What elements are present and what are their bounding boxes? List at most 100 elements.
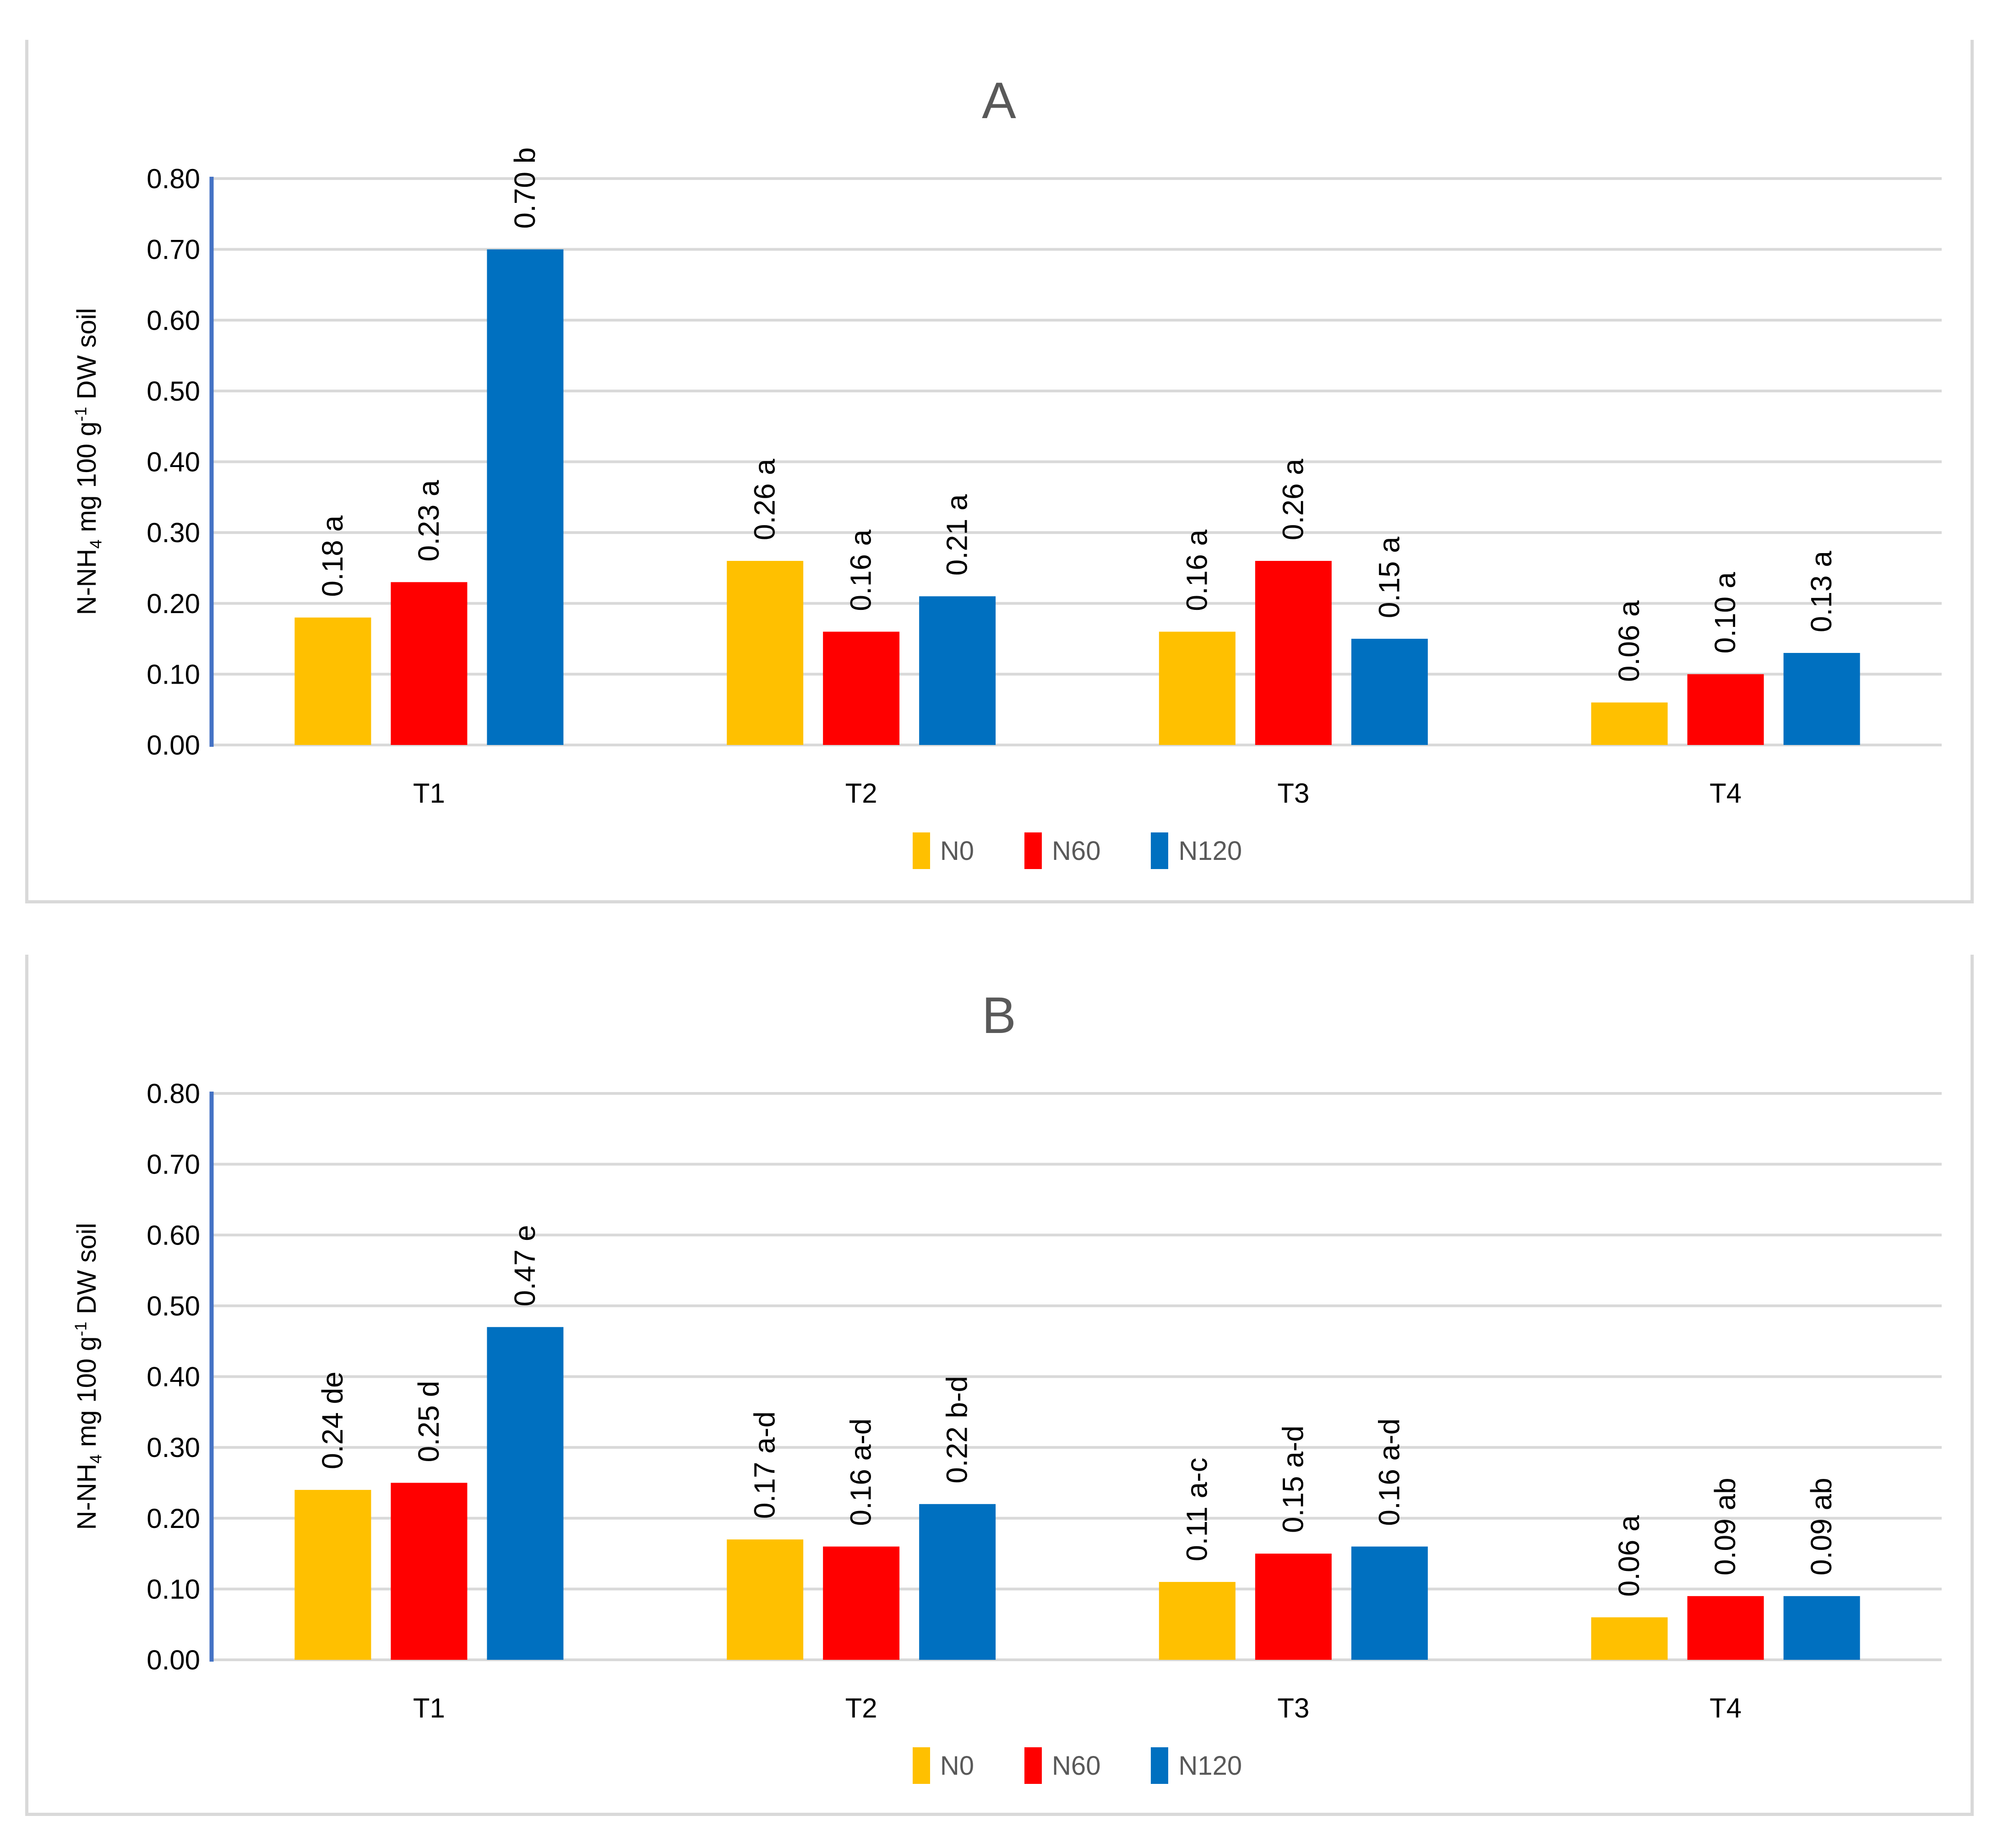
legend-item-N0: N0 (912, 1747, 975, 1784)
panel-b-legend: N0 N60 N120 (213, 1747, 1942, 1784)
bar-B-T1-N60 (391, 1483, 468, 1660)
legend-swatch (1151, 1747, 1169, 1784)
x-category-label: T3 (1277, 1693, 1309, 1723)
bar-A-T3-N60 (1255, 560, 1332, 745)
bar-value-label: 0.15 a (1372, 537, 1405, 618)
legend-item-N0: N0 (912, 832, 975, 869)
legend-label: N0 (940, 836, 975, 866)
x-category-label: T4 (1709, 1693, 1742, 1723)
bar-B-T2-N60 (823, 1546, 900, 1660)
y-tick-label: 0.80 (147, 1078, 200, 1109)
bar-value-label: 0.18 a (316, 515, 349, 597)
bar-value-label: 0.15 a-d (1276, 1425, 1309, 1533)
panel-b-frame (25, 955, 1974, 1816)
bar-A-T1-N60 (391, 582, 468, 745)
x-category-label: T1 (413, 1693, 445, 1723)
legend-item-N60: N60 (1024, 832, 1100, 869)
bar-A-T2-N120 (919, 596, 996, 745)
y-tick-label: 0.30 (147, 1432, 200, 1463)
legend-label: N120 (1178, 836, 1242, 866)
y-tick-label: 0.30 (147, 517, 200, 548)
bar-B-T1-N120 (487, 1327, 564, 1660)
legend-swatch (1024, 832, 1042, 869)
panel-a-title: A (982, 72, 1016, 129)
y-tick-label: 0.40 (147, 1362, 200, 1392)
bar-value-label: 0.23 a (412, 480, 445, 561)
bar-B-T3-N0 (1159, 1582, 1236, 1660)
legend-swatch (912, 1747, 930, 1784)
y-tick-label: 0.50 (147, 376, 200, 407)
bar-A-T3-N0 (1159, 631, 1236, 745)
y-tick-label: 0.50 (147, 1291, 200, 1321)
bar-B-T4-N60 (1687, 1596, 1764, 1660)
bar-value-label: 0.06 a (1612, 600, 1645, 682)
bar-B-T1-N0 (294, 1489, 371, 1660)
panel-a-frame (25, 40, 1974, 903)
y-tick-label: 0.60 (147, 1220, 200, 1250)
bar-B-T2-N120 (919, 1504, 996, 1660)
bar-value-label: 0.16 a (1180, 529, 1213, 611)
bar-value-label: 0.16 a-d (844, 1419, 877, 1526)
x-category-label: T3 (1277, 778, 1309, 809)
bar-value-label: 0.09 ab (1709, 1478, 1742, 1576)
legend-label: N120 (1178, 1750, 1242, 1781)
y-tick-label: 0.00 (147, 1645, 200, 1675)
bar-value-label: 0.17 a-d (748, 1411, 781, 1519)
bar-A-T4-N0 (1591, 702, 1668, 745)
bar-value-label: 0.10 a (1709, 572, 1742, 653)
bar-value-label: 0.11 a-c (1180, 1457, 1213, 1561)
legend-swatch (1024, 1747, 1042, 1784)
y-tick-label: 0.40 (147, 447, 200, 478)
y-tick-label: 0.20 (147, 1503, 200, 1534)
bar-value-label: 0.70 b (508, 147, 541, 229)
bar-value-label: 0.26 a (1276, 459, 1309, 540)
bar-B-T3-N120 (1351, 1546, 1428, 1660)
legend-label: N60 (1052, 1750, 1101, 1781)
bar-value-label: 0.47 e (508, 1225, 541, 1306)
bar-value-label: 0.13 a (1805, 551, 1838, 632)
bar-B-T4-N0 (1591, 1617, 1668, 1660)
bar-value-label: 0.16 a-d (1372, 1419, 1405, 1526)
bar-A-T2-N60 (823, 631, 900, 745)
legend-item-N120: N120 (1151, 832, 1242, 869)
y-tick-label: 0.10 (147, 1574, 200, 1604)
bar-value-label: 0.21 a (941, 494, 974, 576)
bar-value-label: 0.16 a (844, 529, 877, 611)
bar-value-label: 0.26 a (748, 459, 781, 540)
legend-swatch (912, 832, 930, 869)
y-tick-label: 0.10 (147, 659, 200, 690)
bar-A-T4-N60 (1687, 674, 1764, 745)
bar-B-T4-N120 (1783, 1596, 1860, 1660)
bar-A-T1-N0 (294, 617, 371, 745)
y-tick-label: 0.20 (147, 588, 200, 619)
y-tick-label: 0.80 (147, 163, 200, 194)
x-category-label: T1 (413, 778, 445, 809)
y-tick-label: 0.60 (147, 305, 200, 336)
bar-A-T2-N0 (727, 560, 804, 745)
y-tick-label: 0.70 (147, 1149, 200, 1180)
legend-item-N60: N60 (1024, 1747, 1100, 1784)
legend-label: N60 (1052, 836, 1101, 866)
bar-A-T4-N120 (1783, 652, 1860, 745)
bar-B-T3-N60 (1255, 1554, 1332, 1660)
bar-value-label: 0.06 a (1612, 1515, 1645, 1597)
bar-B-T2-N0 (727, 1539, 804, 1660)
bar-value-label: 0.25 d (412, 1381, 445, 1462)
y-tick-label: 0.00 (147, 730, 200, 761)
bar-A-T1-N120 (487, 249, 564, 745)
legend-swatch (1151, 832, 1169, 869)
panel-a-legend: N0 N60 N120 (213, 832, 1942, 869)
x-category-label: T4 (1709, 778, 1742, 809)
legend-label: N0 (940, 1750, 975, 1781)
x-category-label: T2 (845, 778, 877, 809)
bar-A-T3-N120 (1351, 639, 1428, 745)
x-category-label: T2 (845, 1693, 877, 1723)
panel-b-title: B (982, 987, 1016, 1044)
bar-value-label: 0.09 ab (1805, 1478, 1838, 1576)
y-tick-label: 0.70 (147, 234, 200, 265)
bar-value-label: 0.24 de (316, 1371, 349, 1469)
bar-value-label: 0.22 b-d (941, 1376, 974, 1484)
legend-item-N120: N120 (1151, 1747, 1242, 1784)
